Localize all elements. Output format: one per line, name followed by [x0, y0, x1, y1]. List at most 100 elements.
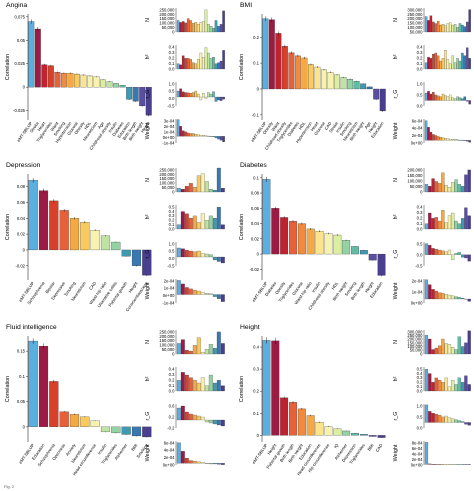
side-bar	[444, 50, 447, 70]
side-bar	[441, 210, 445, 230]
side-tick-label: 250,000	[407, 12, 423, 17]
bar	[132, 87, 139, 102]
side-bar	[428, 373, 432, 392]
bar	[100, 79, 106, 88]
side-bar	[424, 62, 428, 70]
side-tick-label: 2e-04	[164, 124, 175, 129]
y-tick-label: 0.08	[251, 191, 260, 196]
bar	[111, 426, 121, 434]
bar	[111, 241, 121, 251]
side-bar	[204, 96, 208, 99]
side-bar	[427, 20, 430, 33]
side-tick-label: 0.4	[169, 44, 175, 49]
side-label: r_G	[393, 90, 399, 99]
side-tick-label: 0e+00	[163, 293, 175, 298]
side-bar	[204, 220, 209, 230]
side-bar	[461, 382, 465, 392]
side-tick-label: 0.1	[169, 222, 175, 227]
side-bar	[447, 249, 452, 255]
side-tick-label: 0	[172, 189, 175, 194]
side-bar	[424, 404, 429, 423]
bar	[347, 79, 354, 90]
side-tick-label: 250,000	[159, 7, 175, 12]
side-bar	[176, 20, 180, 33]
side-bar	[199, 135, 203, 137]
side-tick-label: 0.4	[417, 204, 423, 209]
x-tick-label: HDL	[83, 120, 92, 130]
side-bar	[431, 178, 435, 193]
side-tick-label: 0e+00	[163, 462, 175, 467]
side-bar	[181, 91, 185, 98]
side-tick-label: 150,000	[407, 173, 423, 178]
bar	[59, 210, 69, 251]
side-label: N	[145, 340, 151, 344]
side-bar	[461, 52, 464, 70]
side-panel-h2: 0.50.40.30.20.10.0 h²	[393, 366, 471, 393]
side-panel-h2: 0.40.30.20.10.0 h²	[145, 44, 225, 71]
side-tick-label: 1e-04	[412, 289, 423, 294]
side-bar	[439, 96, 442, 101]
side-bar	[432, 92, 435, 101]
side-bar	[212, 294, 217, 297]
side-tick-label: 0.2	[417, 215, 423, 220]
side-bar	[187, 58, 190, 70]
side-bar	[220, 294, 225, 302]
side-bar	[184, 287, 189, 295]
side-tick-label: 2e-04	[412, 457, 423, 462]
side-bar	[176, 63, 180, 70]
side-bar	[188, 250, 193, 258]
side-bar	[196, 382, 201, 392]
bar	[340, 77, 347, 90]
y-tick-label: 0	[257, 86, 260, 91]
y-tick-label: 0.08	[17, 184, 26, 189]
bar	[28, 180, 38, 251]
side-bar	[424, 120, 428, 141]
side-bar	[431, 413, 435, 423]
side-bar	[212, 189, 217, 193]
side-tick-label: 1e-04	[164, 286, 175, 291]
side-label: Weight	[393, 122, 399, 139]
side-bar	[456, 96, 459, 101]
side-bar	[192, 290, 197, 295]
side-bar	[461, 186, 465, 193]
side-bar	[441, 137, 445, 141]
y-tick-label: -0.025	[13, 108, 26, 113]
side-bar	[466, 21, 469, 33]
side-bar	[204, 293, 209, 295]
x-tick-label: HDL	[330, 280, 339, 290]
bar	[368, 253, 377, 261]
side-bar	[461, 98, 464, 101]
side-tick-label: 0.0	[417, 103, 423, 108]
bar	[271, 208, 280, 255]
side-bar	[204, 9, 208, 33]
side-bar	[188, 183, 193, 193]
side-bar	[216, 380, 221, 392]
side-bar	[449, 94, 452, 101]
side-bar	[219, 136, 223, 141]
side-bar	[219, 60, 223, 70]
side-bar	[451, 182, 455, 193]
side-bar	[222, 50, 225, 70]
side-panel-weight: 6e-04 4e-04 2e-04 0e+00 Weight	[145, 440, 225, 467]
side-bar	[212, 57, 215, 70]
side-bar	[217, 136, 220, 140]
side-bar	[220, 188, 225, 193]
x-tick-label: Insulin	[96, 442, 107, 455]
side-tick-label: 1.0	[417, 81, 423, 86]
side-tick-label: 1.0	[417, 403, 423, 408]
side-bar	[437, 21, 440, 33]
side-tick-label: 2e-04	[412, 278, 423, 283]
bar	[100, 235, 111, 251]
side-bar	[466, 140, 469, 142]
side-bar	[456, 27, 459, 33]
side-bar	[180, 405, 185, 421]
bar	[28, 21, 35, 88]
side-bar	[179, 126, 182, 137]
side-tick-label: 200,000	[407, 16, 423, 21]
side-bar	[457, 297, 461, 300]
side-tick-label: 0.2	[169, 414, 175, 419]
side-bar	[179, 64, 182, 70]
bar	[80, 416, 90, 427]
